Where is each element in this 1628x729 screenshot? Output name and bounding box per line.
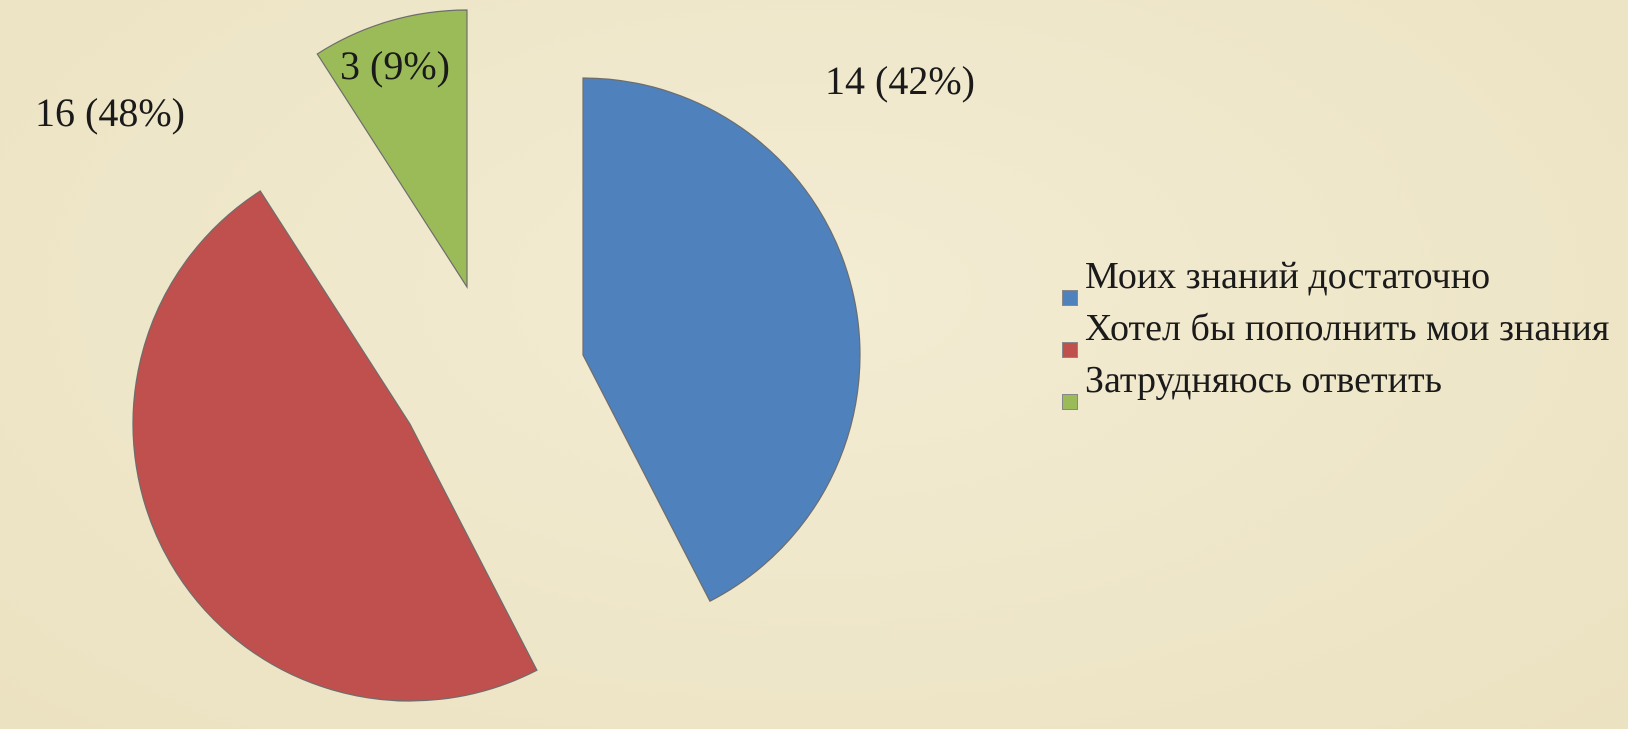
legend-label: Затрудняюсь ответить [1085,359,1442,401]
pie-slice [133,191,537,701]
legend: Моих знаний достаточно Хотел бы пополнить… [1060,250,1628,406]
legend-swatch [1062,394,1078,410]
data-label: 16 (48%) [35,90,185,135]
data-label: 3 (9%) [340,43,450,88]
legend-item: Хотел бы пополнить мои знания [1060,302,1628,354]
legend-item: Моих знаний достаточно [1060,250,1628,302]
legend-label: Хотел бы пополнить мои знания [1085,307,1609,349]
pie-slice [583,78,860,601]
legend-item: Затрудняюсь ответить [1060,354,1628,406]
data-label: 14 (42%) [825,58,975,103]
legend-label: Моих знаний достаточно [1085,255,1490,297]
slide: 14 (42%) 16 (48%) 3 (9%) Моих знаний доста… [0,0,1628,729]
